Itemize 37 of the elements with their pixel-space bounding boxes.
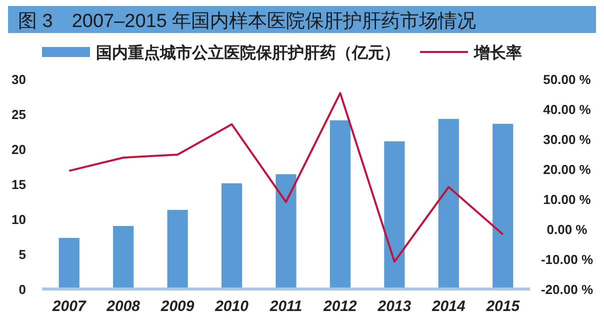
x-tick-label: 2009 bbox=[160, 298, 195, 315]
y2-tick-label: 0.00 % bbox=[546, 222, 588, 237]
chart-title: 图 3 2007–2015 年国内样本医院保肝护肝药市场情况 bbox=[18, 10, 476, 32]
x-tick-label: 2013 bbox=[376, 298, 412, 315]
y2-tick-label: 30.00 % bbox=[543, 132, 592, 147]
x-tick-label: 2007 bbox=[51, 298, 86, 315]
y2-tick-label: 40.00 % bbox=[543, 102, 592, 117]
legend-label: 增长率 bbox=[473, 43, 522, 62]
y2-tick-label: 20.00 % bbox=[543, 162, 592, 177]
x-tick-label: 2015 bbox=[485, 298, 520, 315]
y-tick-label: 10 bbox=[12, 212, 26, 227]
line-series bbox=[68, 92, 504, 263]
x-tick-label: 2011 bbox=[268, 298, 302, 315]
y-tick-label: 15 bbox=[12, 177, 26, 192]
y-tick-label: 5 bbox=[18, 247, 26, 262]
bar bbox=[221, 183, 242, 289]
x-tick-label: 2008 bbox=[106, 298, 141, 315]
x-tick-label: 2012 bbox=[322, 298, 358, 315]
legend-label: 国内重点城市公立医院保肝护肝药（亿元） bbox=[96, 43, 400, 62]
x-tick-label: 2014 bbox=[430, 298, 466, 315]
y-tick-label: 30 bbox=[12, 72, 26, 87]
bar bbox=[58, 238, 80, 289]
bar bbox=[438, 118, 459, 289]
y-tick-label: 20 bbox=[12, 142, 26, 157]
y-tick-label: 0 bbox=[18, 282, 26, 297]
y2-tick-label: 50.00 % bbox=[543, 72, 592, 87]
bar bbox=[330, 120, 351, 289]
y2-tick-label: -20.00 % bbox=[540, 282, 594, 297]
y2-tick-label: -10.00 % bbox=[540, 252, 594, 267]
bar bbox=[276, 174, 296, 289]
bar bbox=[492, 124, 514, 289]
x-tick-label: 2010 bbox=[214, 298, 250, 315]
y-tick-label: 25 bbox=[12, 107, 26, 122]
bar bbox=[384, 141, 405, 289]
y2-tick-label: 10.00 % bbox=[543, 192, 592, 207]
bar bbox=[167, 210, 188, 289]
bar bbox=[113, 226, 134, 289]
